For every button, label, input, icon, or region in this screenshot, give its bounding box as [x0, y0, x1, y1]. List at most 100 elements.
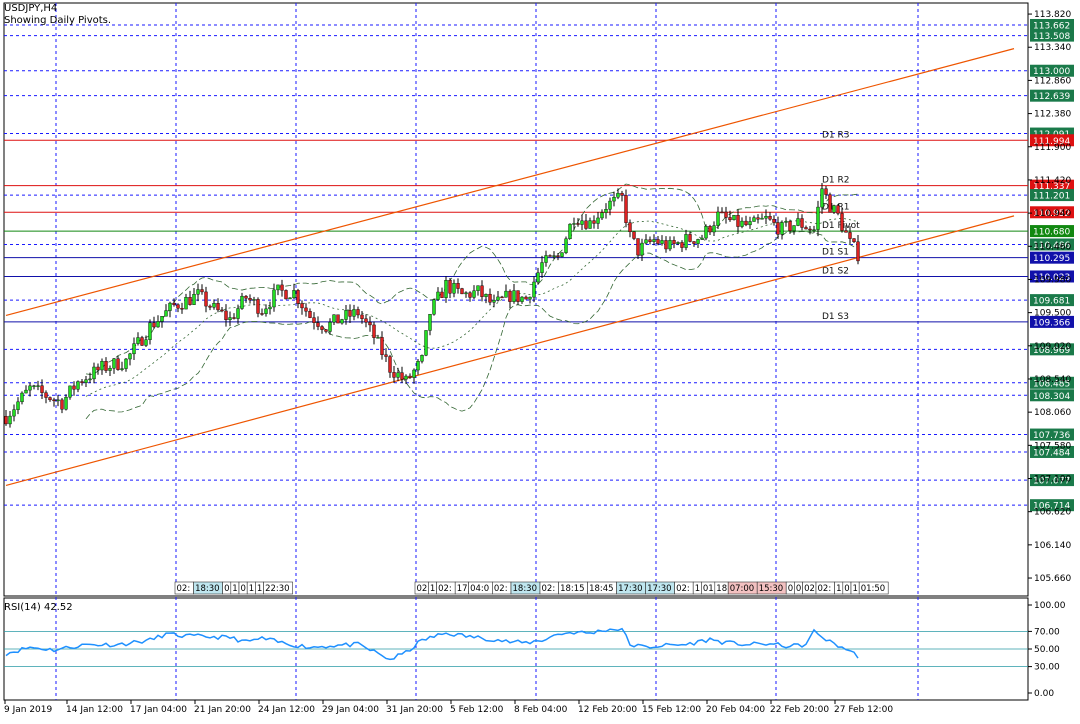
candle-body: [676, 242, 680, 244]
session-tag-label: 0: [844, 584, 849, 594]
candle-body: [360, 314, 364, 319]
pivot-label: D1 S2: [822, 266, 849, 276]
candle-body: [464, 292, 468, 295]
candle-body: [316, 322, 320, 327]
candle-body: [12, 409, 16, 417]
candle-body: [264, 308, 268, 314]
candle-body: [592, 220, 596, 224]
level-price-label: 110.023: [1033, 273, 1070, 283]
candle-body: [8, 415, 12, 425]
candle-body: [712, 225, 716, 233]
candle-body: [80, 381, 84, 383]
level-price-tag: [1030, 251, 1074, 264]
session-tag-label: 02:: [177, 584, 191, 594]
level-price-label: 110.486: [1033, 241, 1070, 251]
price-tick-label: 113.340: [1034, 43, 1071, 53]
candle-body: [788, 221, 792, 232]
candle-body: [760, 217, 764, 220]
candle-body: [780, 222, 784, 235]
indicator-note: Showing Daily Pivots.: [4, 15, 112, 26]
time-tick-label: 31 Jan 20:00: [386, 705, 443, 715]
session-tag-label: 0: [796, 584, 801, 594]
candle-body: [292, 290, 296, 299]
candle-body: [804, 227, 808, 230]
pivot-label: D1 R1: [822, 202, 850, 212]
candle-body: [524, 296, 528, 300]
symbol-label: USDJPY,H4: [4, 3, 58, 14]
time-tick-label: 21 Jan 20:00: [194, 705, 251, 715]
price-tick-label: 106.140: [1034, 541, 1071, 551]
candle-body: [288, 297, 292, 300]
level-price-tag: [1030, 64, 1074, 77]
time-tick-label: 15 Feb 12:00: [642, 705, 701, 715]
candle-body: [196, 289, 200, 295]
candle-body: [176, 304, 180, 309]
price-tick-label: 107.100: [1034, 475, 1071, 485]
session-tag-label: 1: [836, 584, 841, 594]
price-tick-label: 106.620: [1034, 508, 1071, 518]
candle-body: [620, 192, 624, 196]
candle-body: [480, 285, 484, 297]
candle-body: [116, 358, 120, 370]
session-tag-label: 1: [232, 584, 237, 594]
candle-body: [572, 223, 576, 225]
candle-body: [340, 319, 344, 324]
candle-body: [152, 322, 156, 328]
candle-body: [84, 379, 88, 383]
bollinger-bands: [85, 183, 859, 420]
session-tag-label: 07:00: [730, 584, 755, 594]
candle-body: [724, 211, 728, 218]
price-tick-label: 112.860: [1034, 76, 1071, 86]
candles: [4, 183, 860, 428]
session-tag-label: 18: [716, 584, 727, 594]
candle-body: [160, 316, 164, 322]
main-plot-frame: [3, 2, 1029, 597]
channel-lower-line[interactable]: [5, 215, 1015, 486]
candle-body: [688, 234, 692, 242]
candle-body: [260, 313, 264, 315]
level-price-label: 107.077: [1033, 477, 1070, 487]
candle-body: [108, 367, 112, 371]
level-price-label: 109.366: [1033, 318, 1070, 328]
channel-upper-line[interactable]: [5, 48, 1015, 316]
level-price-label: 112.639: [1033, 92, 1070, 102]
candle-body: [236, 308, 240, 319]
candle-body: [696, 239, 700, 244]
candle-body: [24, 389, 28, 394]
candle-body: [328, 321, 332, 332]
session-tag: [858, 581, 889, 595]
candle-body: [68, 385, 72, 398]
candle-body: [208, 305, 212, 308]
rsi-line: [5, 627, 859, 661]
candle-body: [220, 309, 224, 312]
candle-body: [16, 401, 20, 410]
session-tag-label: 18:30: [513, 584, 538, 594]
session-tag-label: 18:45: [589, 584, 614, 594]
candle-body: [744, 220, 748, 226]
candle-body: [564, 238, 568, 253]
price-tick-label: 109.980: [1034, 275, 1071, 285]
candle-body: [60, 399, 64, 410]
candle-body: [48, 397, 52, 401]
candle-body: [628, 222, 632, 233]
candle-body: [76, 381, 80, 390]
candle-body: [496, 296, 500, 301]
candle-body: [408, 375, 412, 378]
level-price-tag: [1030, 376, 1074, 389]
candle-body: [784, 221, 788, 223]
candle-body: [136, 337, 140, 344]
candle-body: [836, 205, 840, 214]
level-price-tag: [1030, 389, 1074, 402]
candle-body: [280, 284, 284, 291]
candle-body: [484, 293, 488, 297]
trend-channel[interactable]: [5, 48, 1015, 486]
band-middle-line: [85, 217, 859, 397]
candle-body: [40, 385, 44, 393]
candle-body: [684, 234, 688, 248]
candle-body: [416, 361, 420, 371]
band-upper-line: [85, 183, 859, 375]
candle-body: [140, 337, 144, 346]
